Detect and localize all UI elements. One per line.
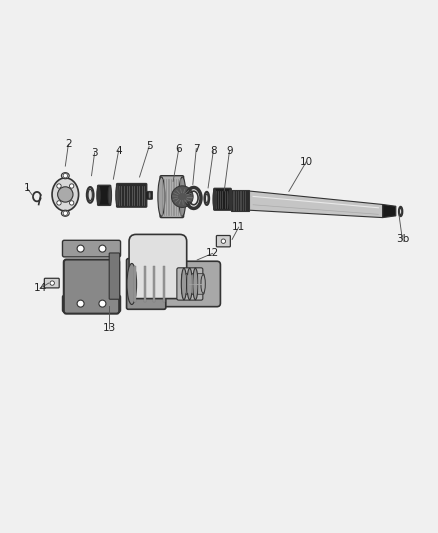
FancyBboxPatch shape xyxy=(109,253,120,299)
Text: 4: 4 xyxy=(115,146,122,156)
FancyBboxPatch shape xyxy=(117,183,147,207)
Ellipse shape xyxy=(399,207,403,216)
FancyBboxPatch shape xyxy=(63,295,120,312)
Circle shape xyxy=(221,239,226,244)
Ellipse shape xyxy=(229,189,232,209)
Text: 14: 14 xyxy=(33,284,46,293)
FancyBboxPatch shape xyxy=(177,268,203,300)
Ellipse shape xyxy=(61,210,69,216)
FancyBboxPatch shape xyxy=(129,235,187,298)
Circle shape xyxy=(58,187,73,202)
Text: 7: 7 xyxy=(193,143,200,154)
Ellipse shape xyxy=(88,189,92,200)
Ellipse shape xyxy=(149,191,151,199)
FancyBboxPatch shape xyxy=(127,259,166,309)
Ellipse shape xyxy=(213,189,216,209)
Text: 8: 8 xyxy=(210,146,217,156)
Bar xyxy=(153,265,155,302)
Circle shape xyxy=(70,184,74,188)
Text: 5: 5 xyxy=(146,141,152,151)
Bar xyxy=(134,265,136,302)
Circle shape xyxy=(70,201,74,205)
Ellipse shape xyxy=(87,187,94,203)
Text: 3b: 3b xyxy=(396,235,409,245)
Ellipse shape xyxy=(127,263,137,304)
Ellipse shape xyxy=(399,208,402,215)
Ellipse shape xyxy=(187,268,192,300)
FancyBboxPatch shape xyxy=(214,188,231,210)
FancyBboxPatch shape xyxy=(64,260,119,313)
Text: 12: 12 xyxy=(206,248,219,259)
Text: 2: 2 xyxy=(65,139,72,149)
Text: 3: 3 xyxy=(91,148,98,158)
Circle shape xyxy=(57,184,61,188)
Circle shape xyxy=(50,281,54,285)
Polygon shape xyxy=(249,191,383,217)
Circle shape xyxy=(99,300,106,307)
Text: 9: 9 xyxy=(226,146,233,156)
Ellipse shape xyxy=(52,178,78,211)
Ellipse shape xyxy=(205,192,209,205)
Ellipse shape xyxy=(179,177,186,216)
Circle shape xyxy=(172,186,193,207)
FancyBboxPatch shape xyxy=(128,261,220,306)
Ellipse shape xyxy=(181,268,187,300)
Bar xyxy=(144,265,146,302)
Polygon shape xyxy=(231,190,249,211)
Ellipse shape xyxy=(205,194,208,203)
FancyBboxPatch shape xyxy=(145,191,152,199)
FancyBboxPatch shape xyxy=(182,274,204,294)
FancyBboxPatch shape xyxy=(216,236,230,247)
Ellipse shape xyxy=(201,274,205,293)
Text: 10: 10 xyxy=(300,157,313,167)
Ellipse shape xyxy=(158,177,165,216)
FancyBboxPatch shape xyxy=(63,240,120,257)
Text: 13: 13 xyxy=(102,322,116,333)
Polygon shape xyxy=(383,205,396,217)
Circle shape xyxy=(63,211,67,215)
FancyBboxPatch shape xyxy=(44,278,59,288)
Bar xyxy=(163,265,165,302)
Circle shape xyxy=(99,245,106,252)
Ellipse shape xyxy=(108,186,112,205)
Circle shape xyxy=(57,201,61,205)
Ellipse shape xyxy=(97,186,100,205)
FancyBboxPatch shape xyxy=(160,176,184,217)
Circle shape xyxy=(63,174,67,178)
Text: 1: 1 xyxy=(24,183,30,193)
Text: 6: 6 xyxy=(176,143,182,154)
Text: 11: 11 xyxy=(232,222,245,232)
Ellipse shape xyxy=(193,268,198,300)
Ellipse shape xyxy=(61,173,69,179)
Circle shape xyxy=(77,245,84,252)
Ellipse shape xyxy=(116,184,119,206)
FancyBboxPatch shape xyxy=(98,185,111,205)
Circle shape xyxy=(77,300,84,307)
